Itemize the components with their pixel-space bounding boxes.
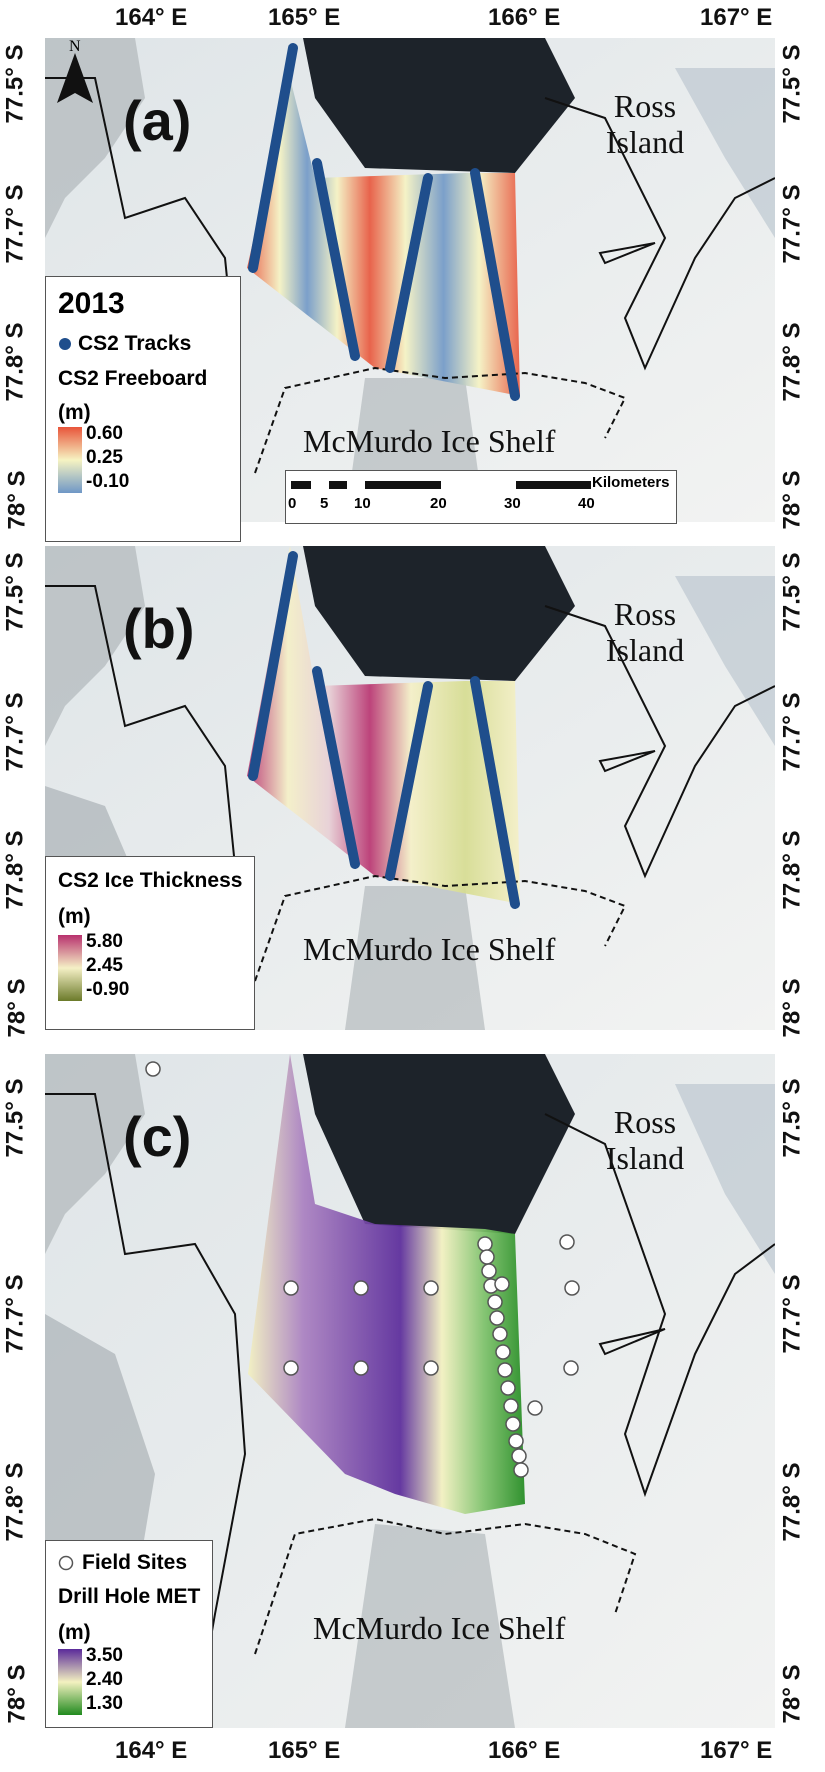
legend-year: 2013 [58,287,125,320]
scale-tick-0: 0 [288,495,297,512]
ice-shelf-label-a: McMurdo Ice Shelf [303,423,556,459]
legend-unit: (m) [58,1621,91,1644]
lat-label-a-left-77-8: 77.8° S [1,322,29,402]
lat-label-b-left-77-7: 77.7° S [1,692,29,772]
lat-label-c-right-77-8: 77.8° S [778,1462,806,1542]
lon-label-top-166: 166° E [488,4,561,31]
panel-a: N (a) Ross Island McMurdo Ice Shelf 2013… [45,38,775,542]
lon-label-bottom-165: 165° E [268,1737,341,1764]
lat-label-a-left-78: 78° S [3,470,31,530]
ramp-tick-high: 0.60 [86,423,123,444]
panel-label-c: (c) [123,1105,192,1168]
lat-label-c-left-77-8: 77.8° S [1,1462,29,1542]
ramp-tick-low: -0.90 [86,979,130,1000]
lat-label-a-right-77-7: 77.7° S [778,184,806,264]
legend-c: Field Sites Drill Hole MET (m) 3.50 2.40… [45,1540,213,1728]
lat-label-b-left-78: 78° S [3,978,31,1038]
lat-label-b-left-77-5: 77.5° S [1,552,29,632]
ramp-tick-mid: 2.40 [86,1669,123,1690]
lat-label-a-right-77-5: 77.5° S [778,44,806,124]
ice-shelf-label-c: McMurdo Ice Shelf [313,1610,566,1646]
legend-marker-label: CS2 Tracks [78,332,192,355]
ramp-tick-high: 3.50 [86,1645,123,1666]
north-arrow-icon [57,53,93,103]
lat-label-a-left-77-7: 77.7° S [1,184,29,264]
color-ramp-a [58,427,82,493]
color-ramp-c [58,1649,82,1715]
scale-tick-10: 10 [354,495,371,512]
lat-label-a-right-78: 78° S [778,470,806,530]
field-site-marker-icon [58,1555,74,1571]
ramp-tick-low: -0.10 [86,471,130,492]
lat-label-c-left-77-7: 77.7° S [1,1274,29,1354]
scale-tick-40: 40 [578,495,595,512]
ramp-tick-mid: 0.25 [86,447,123,468]
scale-unit: Kilometers [592,474,670,491]
lat-label-c-left-78: 78° S [3,1664,31,1724]
ice-shelf-label-b: McMurdo Ice Shelf [303,931,556,967]
lat-label-b-right-77-8: 77.8° S [778,830,806,910]
ross-island-label-a: Ross Island [605,88,685,160]
lon-label-bottom-166: 166° E [488,1737,561,1764]
lat-label-c-right-77-7: 77.7° S [778,1274,806,1354]
lat-label-a-left-77-5: 77.5° S [1,44,29,124]
lon-label-top-165: 165° E [268,4,341,31]
lon-label-bottom-164: 164° E [115,1737,188,1764]
track-marker-icon [59,338,71,350]
ramp-tick-high: 5.80 [86,931,123,952]
legend-title: Drill Hole MET [58,1585,201,1608]
ross-island-label-c: Ross Island [605,1104,685,1176]
panel-c: (c) Ross Island McMurdo Ice Shelf Field … [45,1054,775,1728]
panel-b: (b) Ross Island McMurdo Ice Shelf CS2 Ic… [45,546,775,1030]
lat-label-b-right-77-7: 77.7° S [778,692,806,772]
lon-label-top-164: 164° E [115,4,188,31]
scale-bar: Kilometers 0 5 10 20 30 40 [285,470,677,524]
scale-tick-5: 5 [320,495,329,512]
lat-label-b-left-77-8: 77.8° S [1,830,29,910]
color-ramp-b [58,935,82,1001]
ramp-tick-mid: 2.45 [86,955,123,976]
legend-unit: (m) [58,905,91,928]
scale-tick-20: 20 [430,495,447,512]
lat-label-b-right-77-5: 77.5° S [778,552,806,632]
lat-label-c-left-77-5: 77.5° S [1,1078,29,1158]
lat-label-c-right-78: 78° S [778,1664,806,1724]
lon-label-top-167: 167° E [700,4,773,31]
legend-unit: (m) [58,401,91,424]
legend-a: 2013 CS2 Tracks CS2 Freeboard (m) 0.60 0… [45,276,241,542]
field-sites [145,1061,580,1478]
ramp-tick-low: 1.30 [86,1693,123,1714]
lat-label-c-right-77-5: 77.5° S [778,1078,806,1158]
panel-label-b: (b) [123,597,195,660]
legend-title: CS2 Ice Thickness [58,869,243,892]
legend-b: CS2 Ice Thickness (m) 5.80 2.45 -0.90 [45,856,255,1030]
lon-label-bottom-167: 167° E [700,1737,773,1764]
north-label: N [69,38,81,55]
ross-island-label-b: Ross Island [605,596,685,668]
scale-tick-30: 30 [504,495,521,512]
lat-label-a-right-77-8: 77.8° S [778,322,806,402]
legend-title: CS2 Freeboard [58,367,208,390]
panel-label-a: (a) [123,89,192,152]
lat-label-b-right-78: 78° S [778,978,806,1038]
legend-marker-label: Field Sites [82,1551,188,1574]
